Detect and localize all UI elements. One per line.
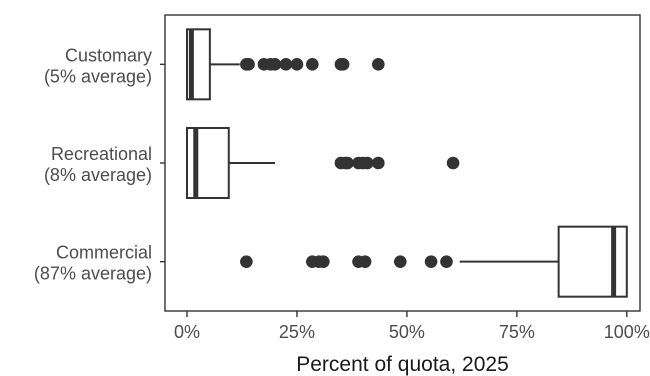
outlier-point-customary	[290, 58, 304, 71]
boxes	[185, 28, 628, 298]
outlier-point-commercial	[358, 255, 372, 268]
outlier-point-commercial	[240, 255, 253, 268]
outlier-point-commercial	[394, 255, 407, 268]
box-recreational	[185, 127, 230, 199]
outlier-point-recreational	[341, 156, 354, 170]
x-tick-label: 0%	[174, 322, 200, 342]
outlier-point-customary	[306, 58, 319, 71]
outlier-point-customary	[336, 58, 350, 71]
category-label-line: (5% average)	[44, 66, 152, 86]
x-axis-title: Percent of quota, 2025	[296, 353, 509, 376]
outlier-point-commercial	[440, 255, 453, 268]
category-label-customary: Customary (5% average)	[44, 45, 152, 86]
category-label-line: Commercial	[56, 243, 152, 263]
outlier-point-customary	[279, 58, 293, 71]
x-tick-label: 25%	[279, 322, 315, 342]
category-label-line: (87% average)	[34, 264, 152, 284]
outlier-point-commercial	[317, 255, 330, 268]
x-tick-label: 50%	[389, 322, 425, 342]
outlier-point-customary	[242, 58, 255, 71]
x-axis: 0% 25% 50% 75% 100%	[174, 311, 650, 342]
plot-frame	[164, 14, 641, 312]
outlier-point-customary	[268, 58, 282, 71]
category-label-line: (8% average)	[44, 165, 152, 185]
outlier-point-recreational	[446, 156, 460, 170]
x-tick-label: 75%	[499, 322, 535, 342]
x-tick-label: 100%	[604, 322, 650, 342]
category-label-commercial: Commercial (87% average)	[34, 243, 152, 284]
category-labels: Customary (5% average) Recreational (8% ave…	[34, 45, 165, 284]
outlier-point-recreational	[372, 156, 385, 170]
category-label-line: Recreational	[51, 144, 152, 164]
category-label-line: Customary	[65, 45, 152, 65]
outlier-points	[240, 58, 460, 268]
outlier-point-recreational	[361, 156, 374, 170]
outlier-point-customary	[372, 58, 385, 71]
box-commercial	[557, 225, 628, 298]
category-label-recreational: Recreational (8% average)	[44, 144, 152, 185]
outlier-point-commercial	[424, 255, 438, 268]
